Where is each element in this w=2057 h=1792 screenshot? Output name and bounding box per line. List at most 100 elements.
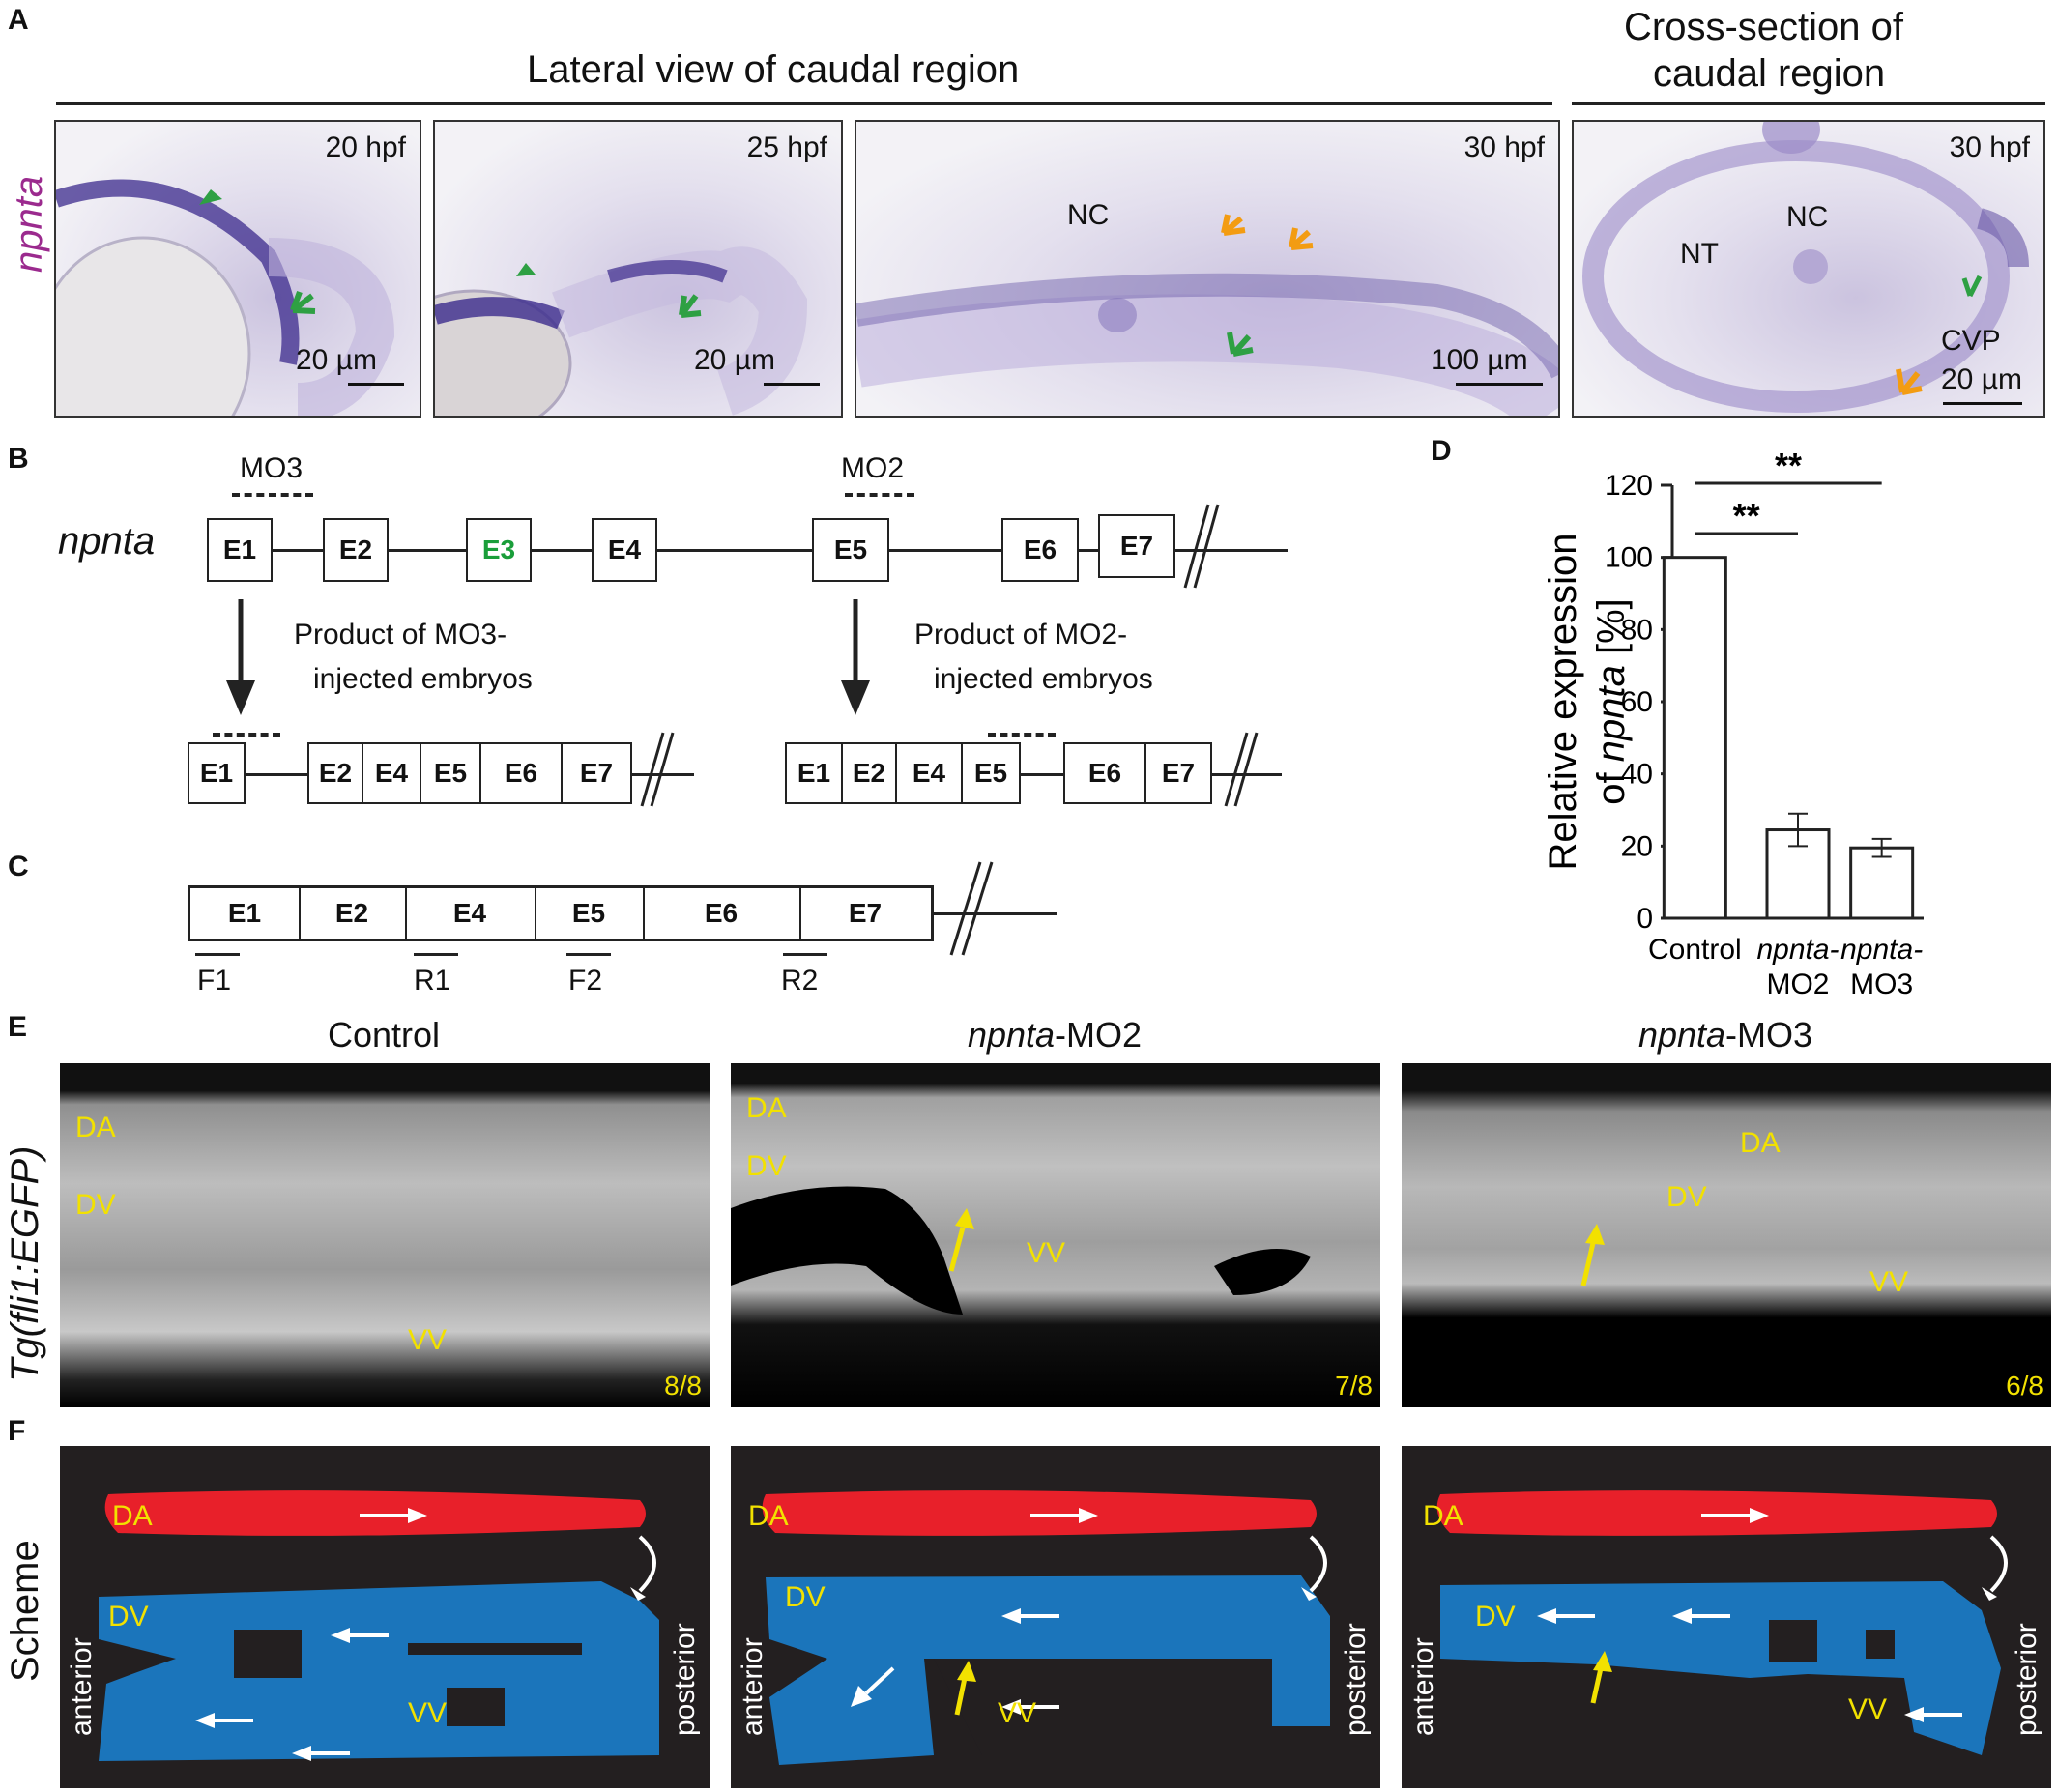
scheme-mo3-posterior: posterior — [2011, 1623, 2043, 1736]
mo2-product-e7: E7 — [1144, 742, 1212, 804]
condition-title-mo3-ital: npnta — [1637, 1015, 1726, 1055]
scale-text-25hpf: 20 µm — [694, 344, 775, 376]
condition-title-mo2-ital: npnta — [967, 1015, 1056, 1055]
npnta-side-label: npnta — [8, 175, 50, 273]
exon-e7: E7 — [1098, 514, 1175, 578]
category-label-2-0: npnta- — [1840, 934, 1923, 966]
scheme-control-anterior: anterior — [66, 1637, 98, 1736]
mo3-label: MO3 — [240, 452, 304, 484]
bar-0 — [1662, 556, 1727, 920]
transcript-box: E1 E2 E4 E5 E6 E7 — [188, 885, 934, 941]
exon-e4: E4 — [592, 518, 657, 582]
mo3-product-e1: E1 — [188, 742, 246, 804]
mo2-product-line2: injected embryos — [934, 663, 1153, 695]
scheme-side-label: Scheme — [4, 1540, 46, 1682]
y-tick-label-1: 20 — [1621, 830, 1653, 862]
condition-title-mo3-plain: -MO3 — [1725, 1015, 1813, 1055]
scheme-mo3-da: DA — [1423, 1500, 1463, 1532]
primer-r1-label: R1 — [414, 965, 451, 997]
mo2-arrow — [841, 599, 870, 715]
mo3-dv-label: DV — [1666, 1181, 1707, 1213]
mo2-product-e5: E5 — [961, 742, 1021, 804]
y-tick-label-4: 80 — [1621, 614, 1653, 646]
exon-e5: E5 — [812, 518, 889, 582]
condition-title-control: Control — [60, 1015, 708, 1055]
gene-npnta-label: npnta — [58, 520, 156, 563]
transcript-tail — [934, 912, 1057, 915]
fluorescence-image-mo2: DA DV VV 7/8 — [731, 1063, 1380, 1407]
mo3-count: 6/8 — [2006, 1371, 2043, 1401]
gene-break-mark — [1183, 504, 1220, 589]
nc-label-lateral: NC — [1067, 199, 1110, 231]
scheme-mo2-da: DA — [748, 1500, 789, 1532]
panel-letter-a: A — [8, 4, 29, 36]
bar-chart: 0 20 40 60 80 100 120 Relative expression of npn… — [1542, 446, 1924, 1000]
scheme-mo3-vv: VV — [1848, 1693, 1888, 1725]
primer-f1-bar — [195, 953, 240, 956]
mo3-product-e2: E2 — [307, 742, 363, 804]
cvp-label: CVP — [1941, 325, 2001, 357]
control-da-label: DA — [75, 1112, 116, 1143]
scalebar-30hpf-cross — [1943, 402, 2022, 405]
panel-letter-b: B — [8, 443, 29, 475]
mo3-product-break — [640, 732, 675, 807]
panel-letter-d: D — [1431, 435, 1452, 467]
mo3-arrow — [226, 599, 255, 715]
ish-image-20hpf: 20 hpf 20 µm — [54, 120, 421, 418]
ish-30hpf-cross-drawing — [1582, 122, 2029, 413]
scheme-mo3-dv: DV — [1475, 1601, 1516, 1633]
cross-section-header-line1: Cross-section of — [1624, 6, 1903, 48]
mo2-label: MO2 — [841, 452, 905, 484]
cross-header-rule — [1572, 102, 2045, 105]
ish-30hpf-lateral-drawing — [856, 214, 1558, 416]
primer-r2-label: R2 — [781, 965, 819, 997]
transcript-e2: E2 — [299, 888, 407, 939]
primer-r1-bar — [414, 953, 458, 956]
mo2-vv-label: VV — [1027, 1237, 1066, 1269]
ish-image-30hpf-lateral: 30 hpf NC 100 µm — [855, 120, 1560, 418]
condition-title-mo2: npnta-MO2 — [731, 1015, 1378, 1055]
scheme-mo2-anterior: anterior — [737, 1637, 768, 1736]
panel-letter-c: C — [8, 851, 29, 882]
scheme-mo3-anterior: anterior — [1407, 1637, 1439, 1736]
category-label-1-0: npnta- — [1756, 934, 1839, 966]
scalebar-30hpf-lateral — [1456, 383, 1543, 386]
panel-letter-e: E — [8, 1011, 28, 1043]
lateral-view-header: Lateral view of caudal region — [527, 48, 1020, 91]
stage-label-30hpf-cross: 30 hpf — [1949, 131, 2030, 163]
ish-25hpf-drawing — [435, 246, 808, 416]
transcript-break — [949, 861, 994, 956]
significance-label-1: ** — [1775, 446, 1802, 485]
primer-r2-bar — [783, 953, 827, 956]
mo3-product-dash — [213, 733, 280, 737]
nc-label-cross: NC — [1786, 201, 1829, 233]
transgenic-side-label: Tg(fli1:EGFP) — [4, 1145, 46, 1382]
mo3-product-e6: E6 — [479, 742, 563, 804]
mo3-product-line2: injected embryos — [313, 663, 533, 695]
y-axis-label-gene: npnta — [1590, 665, 1633, 762]
stage-label-25hpf: 25 hpf — [746, 131, 827, 163]
transcript-e5: E5 — [535, 888, 645, 939]
scheme-control-dv: DV — [108, 1601, 149, 1633]
transcript-e4: E4 — [405, 888, 536, 939]
scheme-control: DA DV VV anterior posterior — [60, 1446, 710, 1788]
y-axis-label-line2: of npnta [%] — [1590, 598, 1633, 805]
transcript-e1: E1 — [190, 888, 301, 939]
mo2-product-e4: E4 — [895, 742, 963, 804]
exon-e6: E6 — [1001, 518, 1079, 582]
scheme-mo2-posterior: posterior — [1340, 1623, 1372, 1736]
scalebar-25hpf — [764, 383, 820, 386]
scheme-mo3-drawing — [1436, 1490, 2008, 1755]
mo3-vv-label: VV — [1869, 1266, 1909, 1298]
control-count: 8/8 — [664, 1371, 702, 1401]
ish-image-25hpf: 25 hpf 20 µm — [433, 120, 843, 418]
y-axis-label-post: [%] — [1590, 598, 1633, 665]
mo3-da-label: DA — [1740, 1127, 1781, 1159]
y-tick-label-5: 100 — [1605, 542, 1653, 574]
category-label-2-1: MO3 — [1850, 968, 1913, 1000]
mo2-dv-label: DV — [746, 1150, 787, 1182]
mo2-target-dash — [845, 493, 914, 497]
primer-f2-bar — [566, 953, 611, 956]
scheme-mo3: DA DV VV anterior posterior — [1402, 1446, 2051, 1788]
scheme-control-da: DA — [112, 1500, 153, 1532]
